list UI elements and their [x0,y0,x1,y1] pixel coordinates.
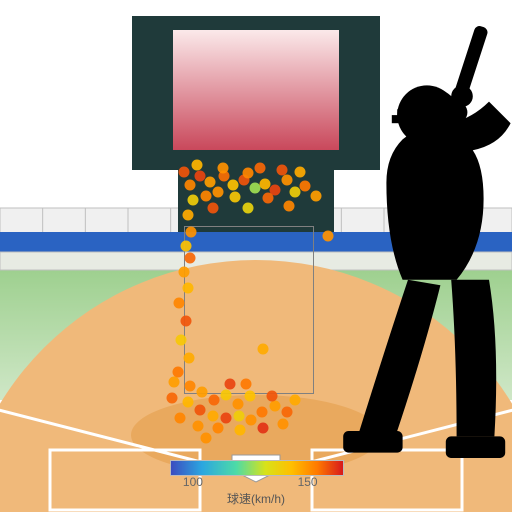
velocity-colorbar [170,460,344,476]
velocity-colorbar-label: 球速(km/h) [170,490,342,507]
colorbar-tick: 150 [293,475,323,489]
batter-silhouette [0,0,512,512]
colorbar-tick: 100 [178,475,208,489]
pitch-location-chart: 100 150 球速(km/h) [0,0,512,512]
velocity-colorbar-ticks: 100 150 [170,475,342,491]
